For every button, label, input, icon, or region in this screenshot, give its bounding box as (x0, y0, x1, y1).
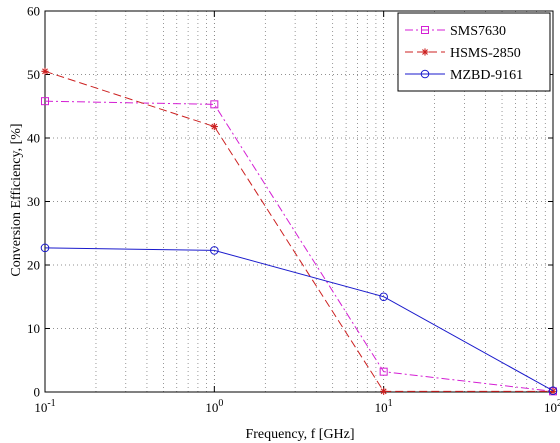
y-tick-label: 50 (27, 67, 40, 82)
data-point (548, 386, 558, 396)
series-mzbd-9161 (40, 243, 558, 396)
y-tick-label: 0 (34, 385, 41, 400)
x-axis-label: Frequency, f [GHz] (245, 427, 354, 442)
legend-item: SMS7630 (405, 24, 506, 39)
y-tick-label: 20 (27, 258, 40, 273)
legend-label: MZBD-9161 (450, 68, 523, 83)
legend-marker (421, 26, 429, 34)
grid (45, 11, 553, 392)
data-point (380, 387, 388, 395)
series-line (44, 100, 554, 392)
y-tick-label: 10 (27, 321, 40, 336)
data-point (41, 97, 49, 106)
data-point (210, 122, 218, 131)
series-line (44, 70, 553, 392)
data-point-stroke (211, 123, 218, 130)
data-point (379, 367, 388, 376)
y-tick-label: 60 (27, 4, 40, 19)
legend-item: MZBD-9161 (405, 68, 523, 83)
series-group (40, 67, 558, 396)
y-tick-label: 40 (27, 131, 40, 146)
data-point (41, 67, 49, 75)
data-point (379, 292, 388, 302)
legend-label: HSMS-2850 (450, 46, 521, 61)
series-hsms-2850 (41, 67, 557, 395)
data-point-stroke (550, 388, 556, 395)
legend-marker (420, 69, 430, 79)
data-point (210, 100, 219, 109)
legend: SMS7630 HSMS-2850 MZBD-9161 (397, 12, 551, 92)
y-axis-label: Conversion Efficiency, [%] (9, 123, 24, 276)
series-line (44, 247, 554, 392)
data-point (210, 246, 219, 255)
data-point-stroke (422, 49, 428, 55)
data-point-stroke (42, 68, 48, 75)
data-point-stroke (380, 388, 387, 395)
legend-label: SMS7630 (450, 24, 506, 39)
y-tick-label: 30 (27, 194, 40, 209)
data-point (40, 243, 50, 253)
legend-item: HSMS-2850 (405, 46, 521, 61)
legend-marker (421, 48, 429, 56)
x-tick-label: 102 (544, 398, 560, 415)
